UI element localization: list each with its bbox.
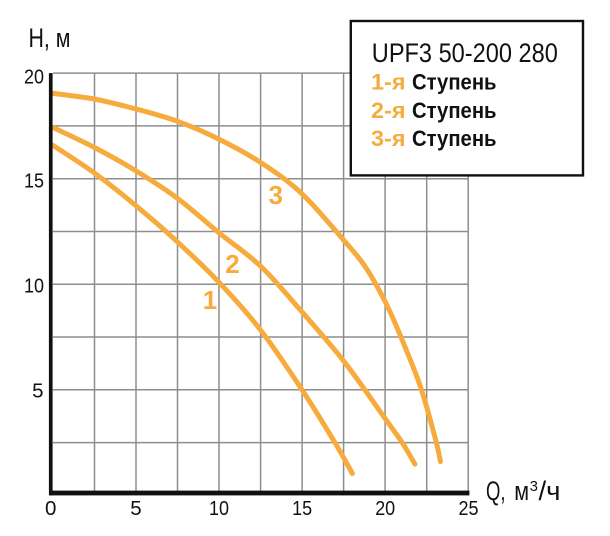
svg-text:10: 10: [209, 497, 229, 520]
svg-text:5: 5: [32, 379, 43, 402]
svg-text:Q,м3/ч: Q, м3/ч: [486, 476, 561, 506]
svg-text:15: 15: [24, 170, 44, 193]
svg-text:20: 20: [375, 497, 395, 520]
svg-text:10: 10: [24, 275, 44, 298]
svg-text:15: 15: [292, 497, 312, 520]
svg-text:1: 1: [203, 285, 217, 315]
svg-text:25: 25: [459, 497, 479, 520]
svg-text:3: 3: [268, 180, 282, 210]
svg-text:UPF3 50-200 280: UPF3 50-200 280: [372, 38, 558, 68]
svg-text:2: 2: [225, 249, 239, 279]
svg-text:20: 20: [24, 66, 44, 89]
svg-text:0: 0: [45, 497, 56, 520]
svg-text:H, м: H, м: [29, 23, 71, 53]
svg-text:5: 5: [130, 497, 141, 520]
